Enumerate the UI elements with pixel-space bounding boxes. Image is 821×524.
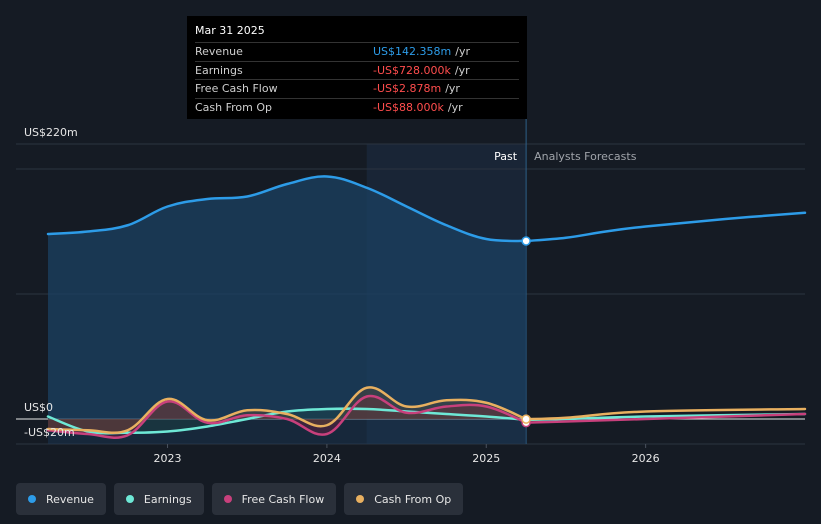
- tooltip-label: Cash From Op: [195, 100, 273, 114]
- tooltip-row-earnings: Earnings -US$728.000k /yr: [195, 60, 519, 80]
- past-label: Past: [494, 150, 518, 163]
- tooltip-unit: /yr: [455, 45, 470, 59]
- legend-item-cash-from-op[interactable]: Cash From Op: [344, 483, 464, 515]
- tooltip-row-fcf: Free Cash Flow -US$2.878m /yr: [195, 79, 519, 98]
- tooltip-value: -US$2.878m: [373, 82, 442, 96]
- revenue-area: [48, 176, 527, 419]
- tooltip-label: Earnings: [195, 63, 243, 77]
- tooltip-unit: /yr: [454, 63, 470, 77]
- tooltip-label: Free Cash Flow: [195, 82, 278, 96]
- legend-label: Earnings: [143, 492, 192, 506]
- x-tick-label: 2023: [154, 452, 182, 465]
- revenue-line-forecast: [524, 211, 807, 243]
- hover-tooltip: Mar 31 2025 Revenue US$142.358m /yr Earn…: [187, 16, 527, 119]
- cash-from-op-line-forecast: [524, 407, 807, 421]
- revenue-line-past: [46, 175, 528, 243]
- series-markers: [521, 236, 531, 428]
- legend-item-earnings[interactable]: Earnings: [113, 483, 204, 515]
- revenue-dot-icon: [28, 495, 36, 503]
- tooltip-date: Mar 31 2025: [195, 24, 265, 37]
- y-tick-label: US$220m: [24, 126, 78, 139]
- x-tick-label: 2026: [632, 452, 660, 465]
- cash-from-op-line-past: [46, 386, 528, 435]
- tooltip-unit: /yr: [447, 100, 463, 114]
- forecast-label: Analysts Forecasts: [534, 150, 637, 163]
- fcf-dot-icon: [223, 495, 232, 503]
- earnings-area: [48, 408, 527, 434]
- x-tick-label: 2024: [313, 452, 341, 465]
- tooltip-value: -US$728.000k: [373, 63, 451, 77]
- legend-item-revenue[interactable]: Revenue: [16, 483, 106, 515]
- tooltip-unit: /yr: [445, 82, 460, 96]
- tooltip-row-cfo: Cash From Op -US$88.000k /yr: [195, 97, 519, 117]
- revenue-current-marker: [521, 236, 531, 246]
- free-cash-flow-line-past: [46, 394, 528, 439]
- y-tick-label: -US$20m: [24, 426, 75, 439]
- tooltip-value: -US$88.000k: [373, 100, 444, 114]
- legend-item-free-cash-flow[interactable]: Free Cash Flow: [211, 483, 337, 515]
- cfo-dot-icon: [356, 495, 365, 503]
- cash-from-op-current-marker: [521, 414, 531, 424]
- x-tick-label: 2025: [472, 452, 500, 465]
- legend-label: Cash From Op: [374, 492, 452, 506]
- legend: Revenue Earnings Free Cash Flow Cash Fro…: [16, 483, 464, 515]
- revenue-area-panel: [48, 176, 527, 444]
- earnings-dot-icon: [125, 495, 134, 503]
- free-cash-flow-line-forecast: [524, 412, 807, 424]
- tooltip-value: US$142.358m: [373, 45, 452, 59]
- legend-label: Free Cash Flow: [241, 492, 325, 506]
- series-lines: [46, 175, 807, 439]
- legend-label: Revenue: [46, 492, 94, 506]
- earnings-line-past: [46, 407, 528, 435]
- y-tick-label: US$0: [24, 401, 53, 414]
- free-cash-flow-area: [48, 395, 527, 438]
- axes: Past Analysts Forecasts US$220m US$0 -US$20m…: [24, 126, 660, 465]
- tooltip-label: Revenue: [195, 45, 243, 59]
- tooltip-row-revenue: Revenue US$142.358m /yr: [195, 42, 519, 61]
